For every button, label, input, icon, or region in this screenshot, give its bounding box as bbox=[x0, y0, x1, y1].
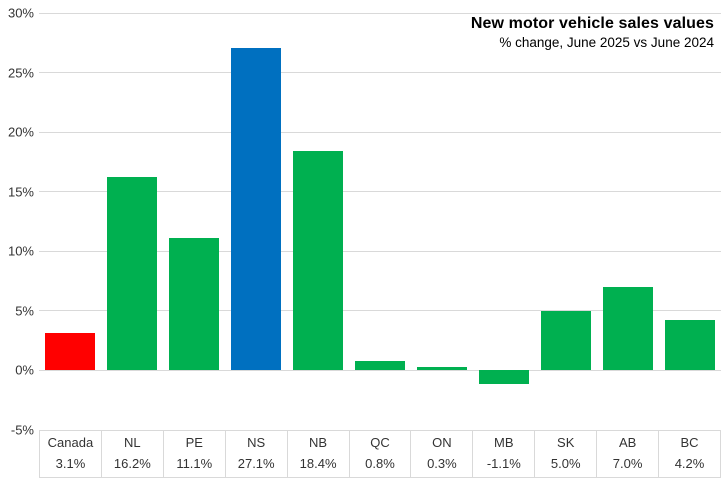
gridline-5 bbox=[39, 310, 721, 312]
table-value-label: 11.1% bbox=[176, 456, 213, 472]
gridline-10 bbox=[39, 250, 721, 252]
y-axis-tick-label: 30% bbox=[7, 5, 34, 21]
table-category-label: BC bbox=[680, 434, 699, 450]
y-axis-tick-label: 10% bbox=[7, 243, 34, 259]
table-column-bc: BC 4.2% bbox=[659, 430, 721, 477]
bar-bc bbox=[665, 320, 715, 371]
chart-title: New motor vehicle sales values bbox=[470, 15, 714, 32]
y-axis-tick-label: 15% bbox=[7, 184, 34, 200]
table-category-label: SK bbox=[557, 434, 575, 450]
gridline-30 bbox=[39, 12, 721, 14]
chart-header: New motor vehicle sales values % change,… bbox=[471, 14, 714, 52]
table-category-label: NL bbox=[124, 434, 141, 450]
table-column-nb: NB 18.4% bbox=[288, 430, 350, 477]
table-column-pe: PE 11.1% bbox=[164, 430, 226, 477]
table-value-label: 18.4% bbox=[299, 456, 337, 472]
plot-area bbox=[39, 12, 721, 431]
gridline-20 bbox=[39, 131, 721, 133]
bar-nl bbox=[107, 177, 157, 371]
table-category-label: PE bbox=[185, 434, 203, 450]
table-value-label: -1.1% bbox=[486, 456, 521, 472]
bar-nb bbox=[293, 151, 343, 371]
table-value-label: 0.8% bbox=[365, 456, 395, 472]
chart-subtitle: % change, June 2025 vs June 2024 bbox=[499, 35, 714, 50]
y-axis-tick-label: -5% bbox=[10, 422, 34, 438]
y-axis-tick-label: 20% bbox=[7, 124, 34, 140]
bar-qc bbox=[355, 360, 405, 371]
table-category-label: ON bbox=[432, 434, 452, 450]
table-column-sk: SK 5.0% bbox=[535, 430, 598, 477]
table-value-label: 3.1% bbox=[55, 456, 86, 472]
table-value-label: 7.0% bbox=[612, 456, 643, 472]
table-value-label: 4.2% bbox=[674, 456, 705, 472]
bar-canada bbox=[45, 333, 95, 371]
table-category-label: AB bbox=[618, 434, 637, 450]
bar-ns bbox=[231, 47, 281, 371]
table-column-on: ON 0.3% bbox=[411, 430, 474, 477]
bar-mb bbox=[479, 370, 529, 384]
bar-on bbox=[417, 366, 467, 371]
gridline-15 bbox=[39, 191, 721, 193]
table-value-label: 5.0% bbox=[550, 456, 581, 472]
table-column-mb: MB -1.1% bbox=[473, 430, 536, 477]
y-axis-tick-label: 25% bbox=[7, 65, 34, 81]
table-category-label: Canada bbox=[47, 434, 94, 450]
table-category-label: QC bbox=[370, 434, 390, 450]
table-category-label: NB bbox=[309, 434, 328, 450]
y-axis: 30% 25% 20% 15% 10% 5% 0% -5% bbox=[0, 6, 34, 438]
table-column-ab: AB 7.0% bbox=[597, 430, 660, 477]
table-value-label: 0.3% bbox=[427, 456, 457, 472]
bar-pe bbox=[169, 238, 219, 371]
table-category-label: NS bbox=[247, 434, 266, 450]
gridline--5 bbox=[39, 429, 721, 431]
y-axis-tick-label: 5% bbox=[15, 303, 34, 319]
table-category-label: MB bbox=[494, 434, 514, 450]
table-column-canada: Canada 3.1% bbox=[40, 430, 102, 477]
table-column-ns: NS 27.1% bbox=[226, 430, 288, 477]
data-table: Canada 3.1% NL 16.2% PE 11.1% NS 27.1% NB 18.4% QC… bbox=[39, 430, 721, 478]
table-column-qc: QC 0.8% bbox=[350, 430, 412, 477]
table-value-label: 27.1% bbox=[237, 456, 275, 472]
gridline-0 bbox=[39, 369, 721, 371]
gridline-25 bbox=[39, 72, 721, 74]
y-axis-tick-label: 0% bbox=[15, 362, 34, 378]
bar-ab bbox=[603, 287, 653, 371]
bar-sk bbox=[541, 310, 591, 371]
table-value-label: 16.2% bbox=[113, 456, 151, 472]
table-column-nl: NL 16.2% bbox=[102, 430, 164, 477]
